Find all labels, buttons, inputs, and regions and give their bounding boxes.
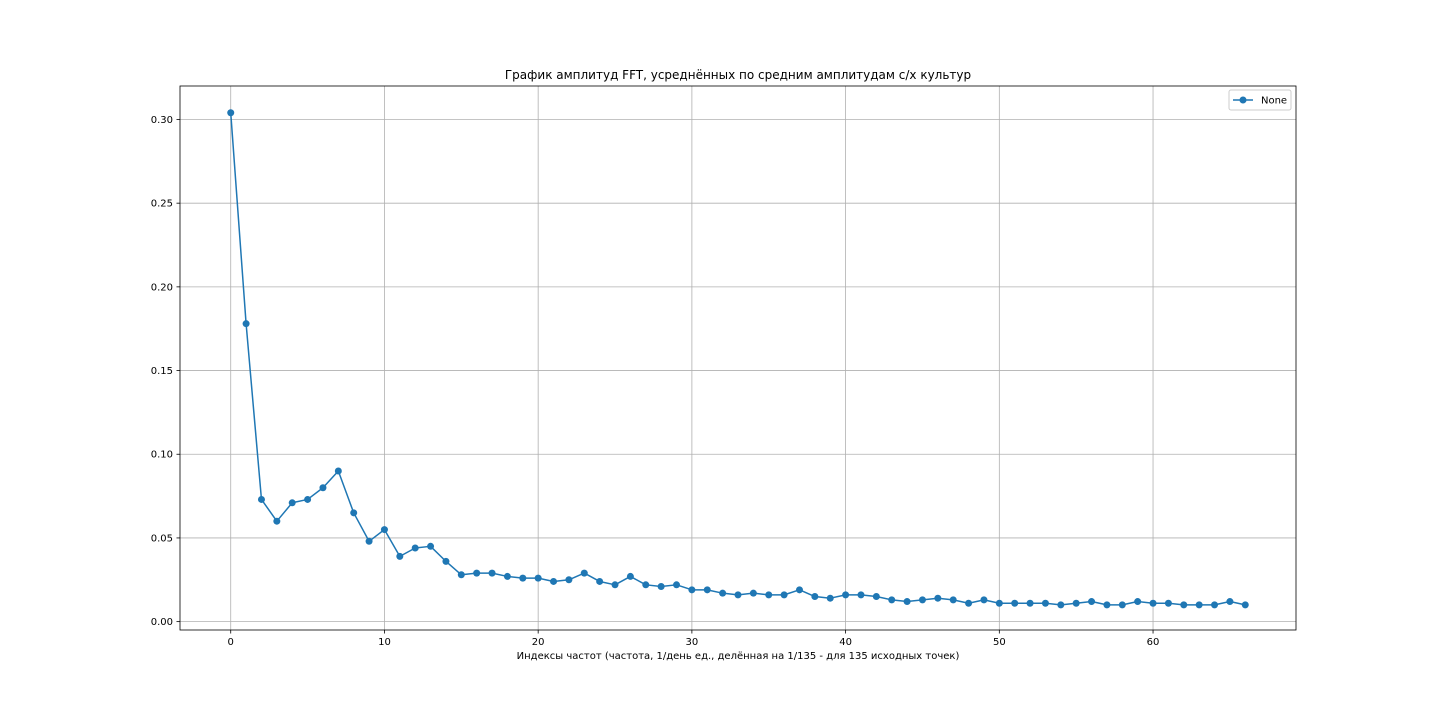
data-point xyxy=(965,599,973,607)
data-point xyxy=(642,581,650,589)
data-point xyxy=(611,581,619,589)
data-point xyxy=(442,557,450,565)
data-point xyxy=(1211,601,1219,609)
data-point xyxy=(596,577,604,585)
ticks: 0 10 20 30 40 50 60 0.00 0.05 0.10 0.15 0.20 0.25 0.3… xyxy=(151,115,1160,648)
data-point xyxy=(1241,601,1249,609)
data-point xyxy=(565,576,573,584)
data-point xyxy=(626,572,634,580)
data-point xyxy=(534,574,542,582)
data-point xyxy=(1180,601,1188,609)
data-point xyxy=(380,526,388,534)
data-point xyxy=(765,591,773,599)
data-point xyxy=(995,599,1003,607)
data-point xyxy=(580,569,588,577)
legend-label: None xyxy=(1261,96,1287,107)
data-point xyxy=(888,596,896,604)
data-point xyxy=(780,591,788,599)
data-point xyxy=(519,574,527,582)
legend-marker xyxy=(1239,96,1247,104)
data-point xyxy=(795,586,803,594)
data-point xyxy=(842,591,850,599)
data-point xyxy=(473,569,481,577)
data-point xyxy=(673,581,681,589)
data-point xyxy=(273,517,281,525)
data-point xyxy=(550,577,558,585)
data-point xyxy=(1195,601,1203,609)
data-point xyxy=(980,596,988,604)
data-point xyxy=(350,509,358,517)
x-tick-label: 30 xyxy=(686,637,699,648)
data-point xyxy=(396,552,404,560)
legend: None xyxy=(1228,89,1292,111)
data-point xyxy=(1088,598,1096,606)
data-point xyxy=(304,495,312,503)
data-point xyxy=(749,589,757,597)
data-point xyxy=(734,591,742,599)
data-point xyxy=(1072,599,1080,607)
data-point xyxy=(811,593,819,601)
y-tick-label: 0.15 xyxy=(151,366,173,377)
y-tick-label: 0.25 xyxy=(151,199,173,210)
data-point xyxy=(288,499,296,507)
x-tick-label: 40 xyxy=(839,637,852,648)
data-point xyxy=(719,589,727,597)
x-tick-label: 0 xyxy=(228,637,234,648)
grid-lines xyxy=(180,86,1296,630)
legend-box xyxy=(1228,89,1292,111)
data-point xyxy=(903,598,911,606)
data-point xyxy=(688,586,696,594)
data-point xyxy=(1149,599,1157,607)
data-point xyxy=(319,484,327,492)
x-tick-label: 20 xyxy=(532,637,545,648)
data-point xyxy=(411,544,419,552)
data-point xyxy=(657,582,665,590)
y-tick-label: 0.30 xyxy=(151,115,173,126)
data-point xyxy=(826,594,834,602)
data-point xyxy=(1118,601,1126,609)
data-point xyxy=(703,586,711,594)
series-layer xyxy=(227,109,1249,609)
x-tick-label: 10 xyxy=(378,637,391,648)
x-tick-label: 50 xyxy=(993,637,1006,648)
data-point xyxy=(949,596,957,604)
data-point xyxy=(934,594,942,602)
data-point xyxy=(427,542,435,550)
x-tick-label: 60 xyxy=(1147,637,1160,648)
data-point xyxy=(872,593,880,601)
data-point xyxy=(1103,601,1111,609)
data-point xyxy=(1164,599,1172,607)
data-point xyxy=(503,572,511,580)
data-point xyxy=(457,571,465,579)
data-point xyxy=(242,320,250,328)
data-point xyxy=(365,537,373,545)
data-point xyxy=(918,596,926,604)
data-point xyxy=(1057,601,1065,609)
data-point xyxy=(1011,599,1019,607)
y-tick-label: 0.20 xyxy=(151,282,173,293)
data-point xyxy=(857,591,865,599)
y-tick-label: 0.05 xyxy=(151,533,173,544)
data-point xyxy=(334,467,342,475)
data-point xyxy=(488,569,496,577)
data-point xyxy=(1226,598,1234,606)
data-point xyxy=(227,109,235,117)
x-axis-title: Индексы частот (частота, 1/день ед., дел… xyxy=(517,651,960,662)
y-tick-label: 0.00 xyxy=(151,617,173,628)
chart-title: График амплитуд FFT, усреднённых по сред… xyxy=(505,68,971,82)
data-point xyxy=(1134,598,1142,606)
data-point xyxy=(1041,599,1049,607)
data-point xyxy=(1026,599,1034,607)
plot-area-frame xyxy=(179,85,1297,631)
y-tick-label: 0.10 xyxy=(151,450,173,461)
data-point xyxy=(257,495,265,503)
